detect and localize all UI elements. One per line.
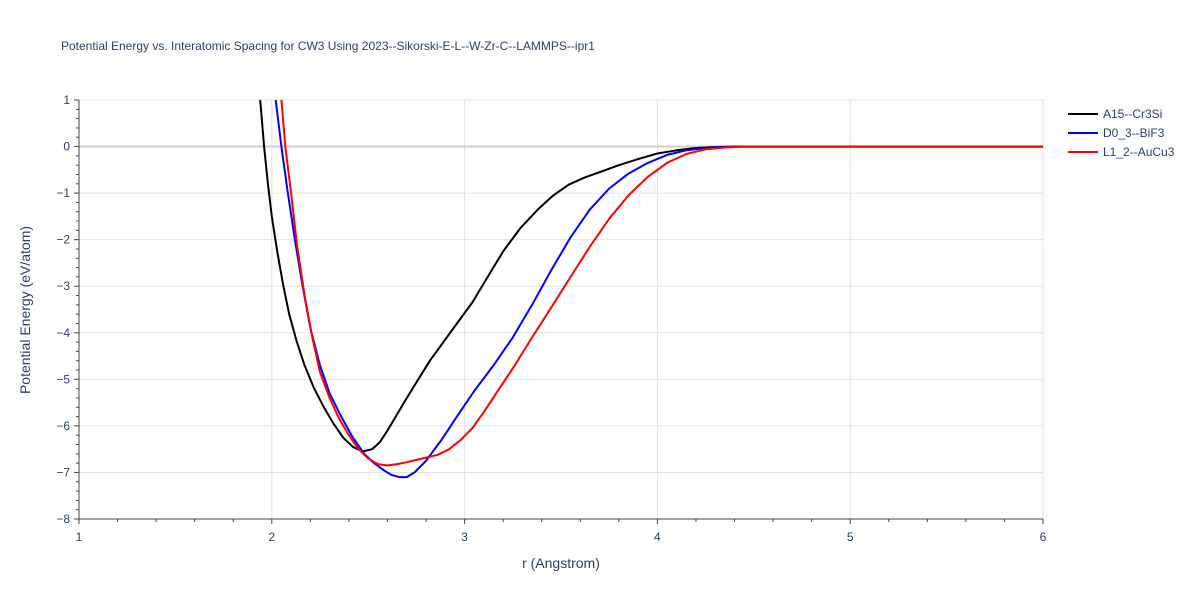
axes xyxy=(78,100,1043,520)
legend-label: A15--Cr3Si xyxy=(1103,107,1162,121)
x-tick-label: 3 xyxy=(461,530,468,544)
x-tick-label: 1 xyxy=(76,530,83,544)
y-tick-label: 0 xyxy=(63,140,70,154)
series-line-A15--Cr3Si xyxy=(259,100,1043,453)
x-axis-ticks: 1 2 3 4 5 6 xyxy=(76,519,1047,544)
y-axis-label: Potential Energy (eV/atom) xyxy=(17,226,33,394)
y-tick-label: −3 xyxy=(56,279,70,293)
y-tick-label: 1 xyxy=(63,93,70,107)
legend-label: L1_2--AuCu3 xyxy=(1103,145,1175,159)
y-tick-label: −6 xyxy=(56,419,70,433)
chart-title: Potential Energy vs. Interatomic Spacing… xyxy=(61,39,595,53)
grid-lines xyxy=(79,99,1044,519)
series-line-D0_3--BiF3 xyxy=(274,100,1043,479)
y-tick-label: −2 xyxy=(56,233,70,247)
series-line-L1_2--AuCu3 xyxy=(280,100,1043,467)
y-tick-label: −1 xyxy=(56,186,70,200)
y-tick-label: −8 xyxy=(56,512,70,526)
x-tick-label: 5 xyxy=(847,530,854,544)
x-tick-label: 4 xyxy=(654,530,661,544)
series-lines xyxy=(259,100,1043,479)
y-tick-label: −5 xyxy=(56,372,70,386)
y-axis-ticks: 1 0 −1 −2 −3 −4 −5 −6 −7 −8 xyxy=(56,93,79,526)
legend-label: D0_3--BiF3 xyxy=(1103,126,1165,140)
legend: A15--Cr3Si D0_3--BiF3 L1_2--AuCu3 xyxy=(1068,107,1175,159)
x-axis-label: r (Angstrom) xyxy=(522,555,600,571)
y-tick-label: −7 xyxy=(56,465,70,479)
x-tick-label: 6 xyxy=(1040,530,1047,544)
x-tick-label: 2 xyxy=(268,530,275,544)
y-tick-label: −4 xyxy=(56,326,70,340)
